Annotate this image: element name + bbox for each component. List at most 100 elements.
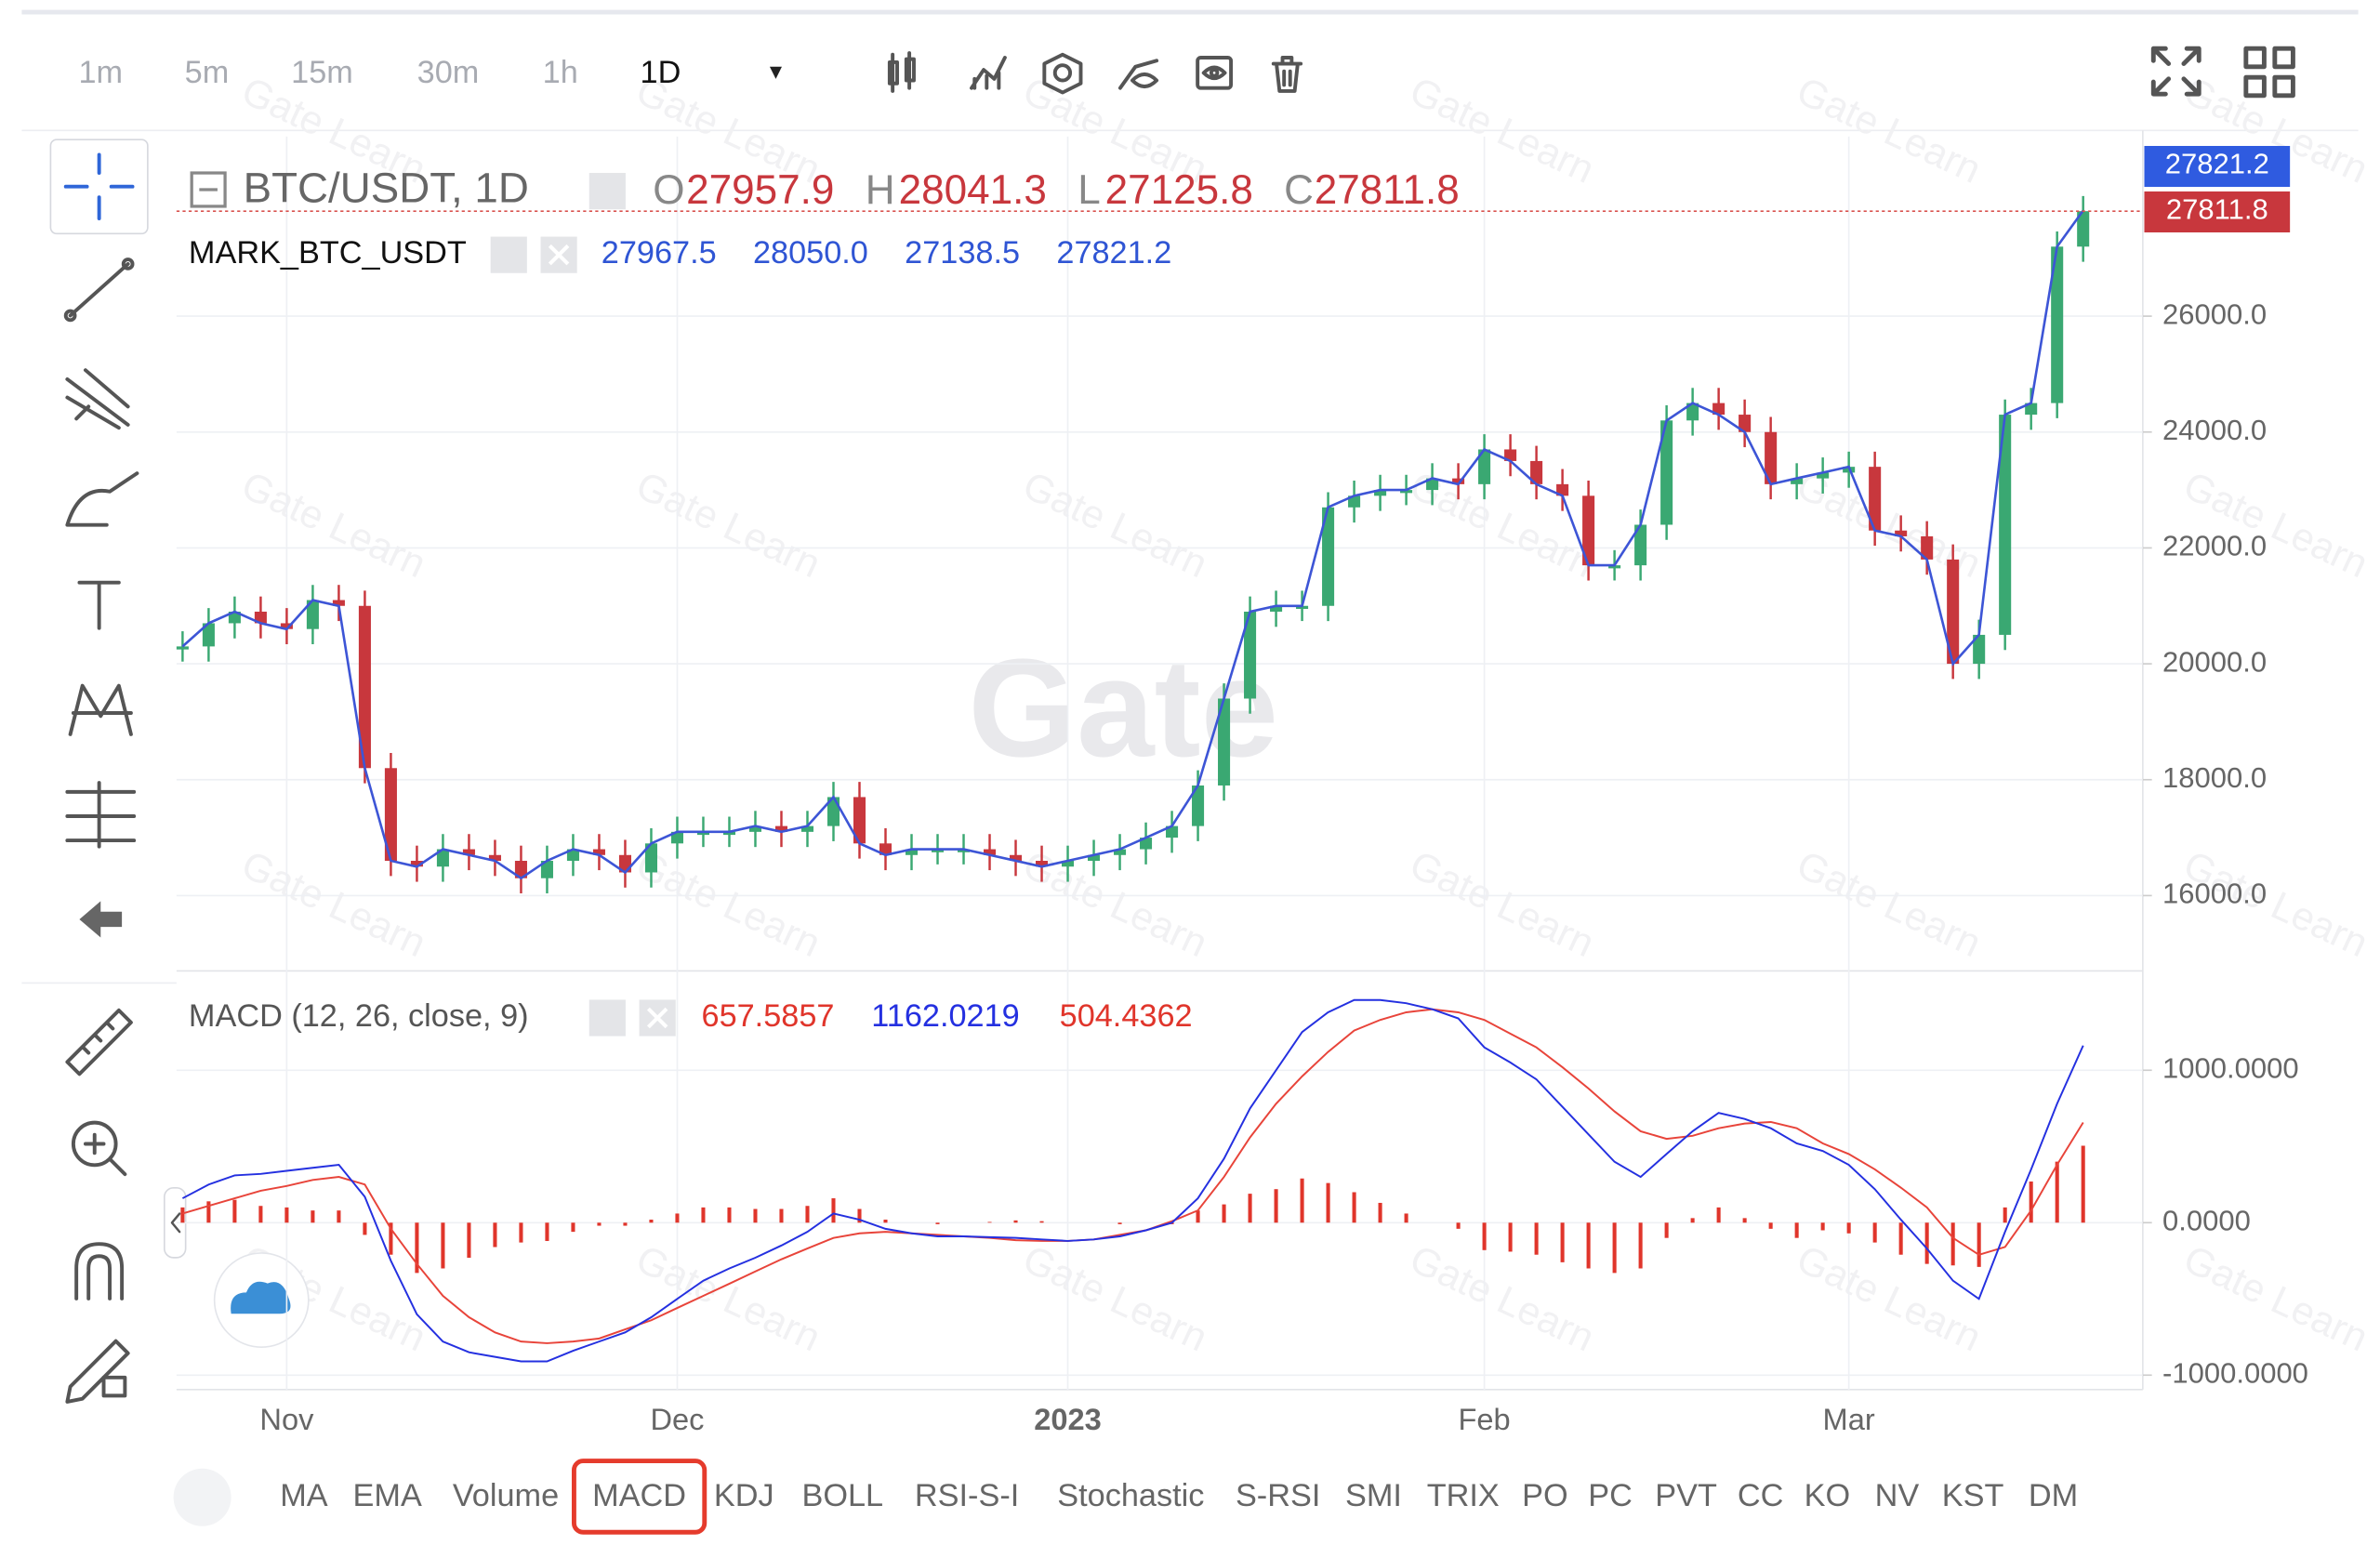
mark-settings-button[interactable] — [490, 236, 527, 273]
indicator-tab[interactable]: PC — [1588, 1478, 1633, 1513]
trendline-button[interactable] — [63, 257, 135, 323]
y-tick-label: 22000.0 — [2162, 530, 2267, 562]
settings-button[interactable] — [1042, 52, 1083, 95]
candle-body — [1999, 415, 2012, 635]
indicator-tab[interactable]: KST — [1942, 1478, 2004, 1513]
tabs-scroll-left[interactable] — [173, 1468, 231, 1526]
candle-body — [1244, 611, 1257, 699]
macd-title: MACD (12, 26, close, 9) — [189, 998, 529, 1034]
candle-body — [696, 831, 710, 836]
interval-button[interactable]: 30m — [417, 55, 480, 90]
indicator-tab[interactable]: S-RSI — [1236, 1478, 1320, 1513]
indicator-tab[interactable]: RSI-S-I — [915, 1478, 1019, 1513]
y-tick-label: 16000.0 — [2162, 878, 2267, 910]
grid-layer — [176, 136, 2143, 1390]
pattern-button[interactable] — [68, 683, 133, 736]
collapse-legend-button[interactable] — [190, 171, 227, 208]
ruler-button[interactable] — [65, 1008, 133, 1076]
interval-button[interactable]: 1m — [78, 55, 123, 90]
candle-body — [1088, 854, 1101, 862]
interval-dropdown[interactable] — [769, 66, 783, 79]
macd-settings-button[interactable] — [588, 999, 626, 1036]
candle-body — [983, 849, 997, 855]
lock-button[interactable] — [65, 1339, 130, 1404]
x-tick-label: Feb — [1458, 1402, 1510, 1436]
candle-body — [358, 605, 371, 769]
interval-button[interactable]: 15m — [291, 55, 353, 90]
indicator-tab[interactable]: EMA — [353, 1478, 422, 1513]
interval-button[interactable]: 5m — [185, 55, 230, 90]
candle-body — [1660, 420, 1673, 525]
delete-button[interactable] — [1271, 56, 1303, 93]
candle-body — [1634, 524, 1647, 566]
indicator-tab[interactable]: CC — [1738, 1478, 1784, 1513]
indicator-tab[interactable]: KDJ — [714, 1478, 774, 1513]
candle-body — [2077, 211, 2090, 247]
candle-body — [1817, 472, 1830, 479]
candle-body — [1739, 415, 1752, 432]
indicator-tab[interactable]: KO — [1805, 1478, 1851, 1513]
indicator-tab[interactable]: PVT — [1655, 1478, 1717, 1513]
candle-body — [1478, 449, 1491, 484]
candle-body — [280, 623, 293, 629]
candle-body — [853, 797, 866, 844]
legend-settings-button[interactable] — [588, 173, 626, 210]
candle-body — [1504, 449, 1517, 461]
candle-body — [1218, 698, 1231, 786]
drawing-visibility-button[interactable] — [1117, 59, 1159, 90]
candle-body — [644, 843, 657, 873]
indicator-tab[interactable]: Volume — [453, 1478, 559, 1513]
text-button[interactable] — [77, 580, 121, 630]
ohlc-value: 27125.8 — [1105, 167, 1253, 213]
zoom-button[interactable] — [71, 1120, 127, 1177]
ohlc-label: L — [1078, 167, 1101, 213]
candle-body — [384, 768, 397, 862]
hide-button[interactable] — [1196, 56, 1234, 90]
indicator-tab[interactable]: MA — [280, 1478, 328, 1513]
candle-body — [1400, 490, 1413, 494]
candle-body — [1192, 785, 1205, 826]
indicator-tab[interactable]: PO — [1522, 1478, 1568, 1513]
indicator-tab[interactable]: NV — [1875, 1478, 1920, 1513]
remove-icon — [646, 1007, 668, 1029]
layout-button[interactable] — [2243, 46, 2295, 99]
y-tick-label: 1000.0000 — [2162, 1051, 2299, 1084]
mark-value: 27138.5 — [905, 235, 1020, 271]
indicator-tab[interactable]: MACD — [592, 1478, 686, 1513]
candle-body — [488, 854, 501, 862]
crosshair-icon — [63, 152, 135, 220]
measure-button[interactable] — [65, 781, 137, 849]
chart-type-button[interactable] — [887, 51, 916, 93]
hide-toolbar-button[interactable] — [79, 901, 123, 938]
crosshair-button[interactable] — [49, 139, 149, 235]
indicator-tab[interactable]: TRIX — [1427, 1478, 1500, 1513]
candle-body — [540, 861, 553, 878]
ohlc-value: 28041.3 — [899, 167, 1047, 213]
candle-body — [905, 849, 919, 855]
fib-button[interactable] — [65, 368, 130, 430]
candle-body — [1582, 495, 1595, 566]
ohlc-value: 27957.9 — [686, 167, 834, 213]
candle-body — [1009, 854, 1023, 862]
indicator-tab[interactable]: SMI — [1345, 1478, 1402, 1513]
indicator-tabs: MA EMA Volume MACD KDJ BOLL RSI-S-I Stochastic S… — [280, 1459, 2078, 1535]
candle-body — [957, 849, 971, 852]
candle-body — [670, 831, 683, 844]
indicator-tab[interactable]: DM — [2029, 1478, 2078, 1513]
x-tick-label: Dec — [650, 1402, 704, 1436]
mark-price-badge-text: 27821.2 — [2165, 147, 2269, 179]
brush-button[interactable] — [65, 471, 139, 527]
indicator-tab[interactable]: Stochastic — [1057, 1478, 1204, 1513]
x-tick-label: 2023 — [1034, 1402, 1102, 1436]
interval-button[interactable]: 1h — [543, 55, 578, 90]
cloud-icon — [231, 1281, 291, 1314]
candle-body — [879, 843, 892, 855]
candle-body — [1530, 460, 1543, 484]
indicator-tab[interactable]: BOLL — [801, 1478, 883, 1513]
indicator-button[interactable] — [970, 56, 1007, 90]
fullscreen-button[interactable] — [2150, 46, 2202, 97]
interval-button[interactable]: 1D — [641, 55, 681, 90]
magnet-button[interactable] — [74, 1242, 125, 1301]
macd-signal-value: 657.5857 — [702, 998, 835, 1034]
